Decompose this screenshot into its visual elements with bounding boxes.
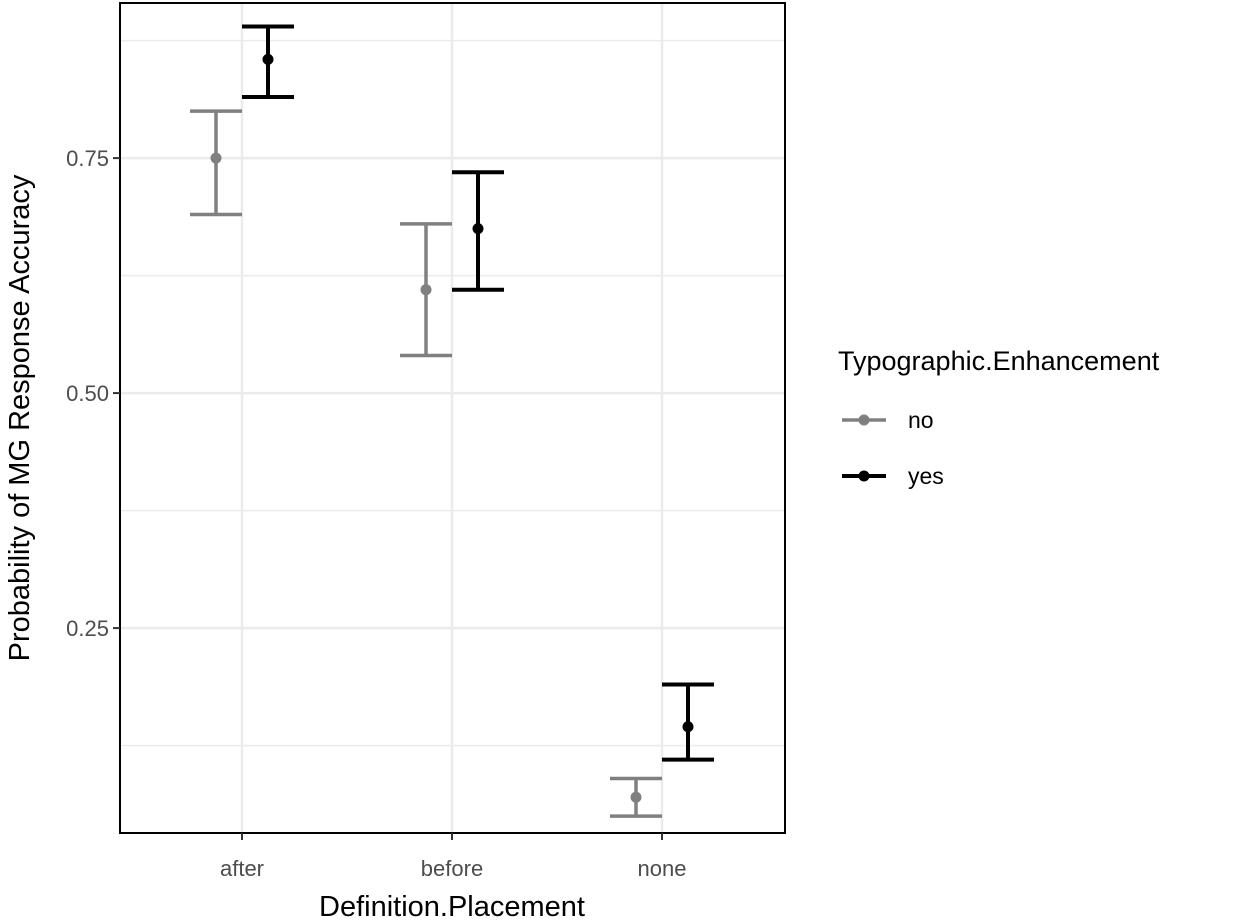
legend-key-point-yes: [858, 470, 870, 482]
legend: Typographic.Enhancement no yes: [838, 346, 1160, 489]
data-point-no: [630, 791, 642, 803]
data-point-yes: [262, 53, 274, 65]
x-tick-label: none: [638, 856, 687, 881]
x-tick-label: before: [421, 856, 483, 881]
y-axis: 0.25 0.50 0.75: [66, 146, 120, 641]
legend-label-no: no: [908, 407, 934, 433]
legend-title: Typographic.Enhancement: [838, 346, 1160, 376]
x-axis-title: Definition.Placement: [319, 891, 585, 921]
data-point-yes: [682, 721, 694, 733]
chart-marks: [190, 24, 714, 818]
data-point-no: [420, 284, 432, 296]
data-point-no: [210, 152, 222, 164]
y-axis-title: Probability of MG Response Accuracy: [4, 174, 36, 661]
data-point-yes: [472, 223, 484, 235]
legend-label-yes: yes: [908, 463, 944, 489]
legend-key-point-no: [858, 414, 870, 426]
x-axis: after before none: [220, 833, 686, 881]
y-tick-label: 0.75: [66, 146, 109, 171]
y-tick-label: 0.25: [66, 616, 109, 641]
grid-lines: [120, 3, 785, 833]
y-tick-label: 0.50: [66, 381, 109, 406]
x-tick-label: after: [220, 856, 264, 881]
